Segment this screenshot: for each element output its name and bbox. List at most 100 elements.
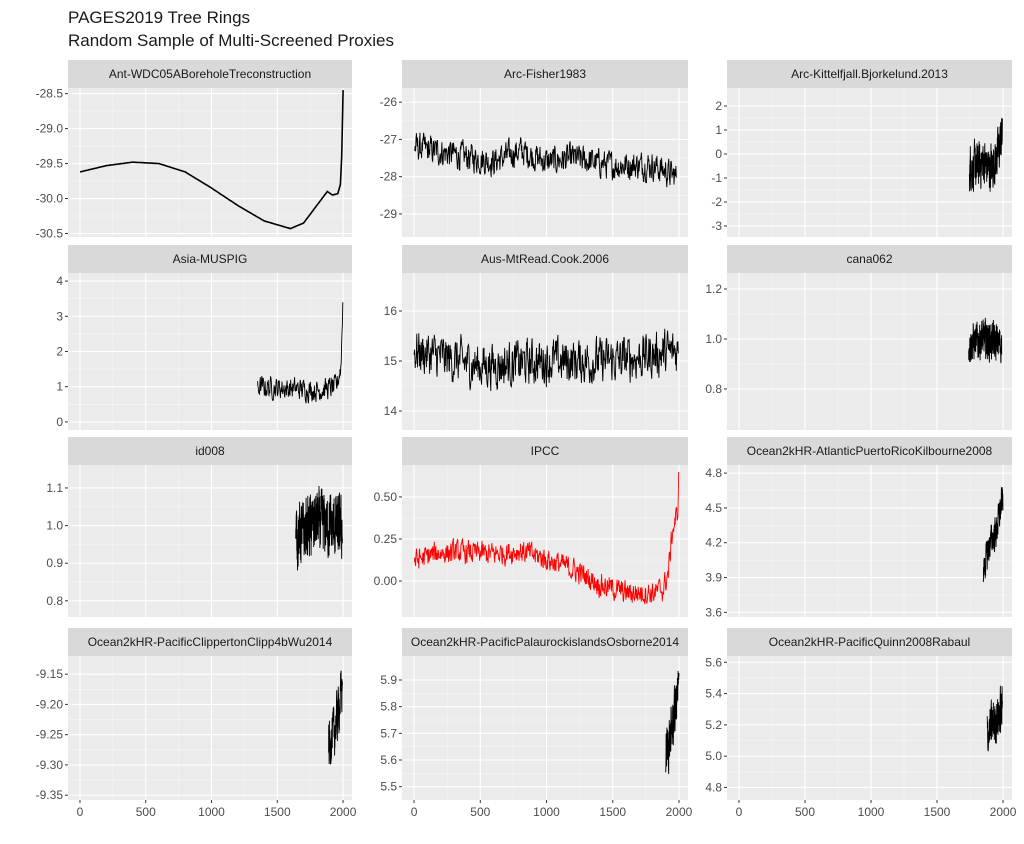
y-tick-label: 0.8 <box>705 382 722 396</box>
y-tick-label: 5.5 <box>380 780 397 794</box>
y-tick-label: -1 <box>711 171 722 185</box>
y-tick-label: 1.0 <box>46 519 63 533</box>
facet-strip <box>68 437 352 465</box>
series-line <box>982 486 1004 583</box>
series-line <box>295 485 343 571</box>
y-tick-label: 2 <box>715 99 722 113</box>
facet-panel: Arc-Fisher1983 -26 -27 -28 -29 <box>380 60 688 237</box>
y-tick-label: -29 <box>380 207 398 221</box>
y-tick-label: 1 <box>715 123 722 137</box>
y-tick-label: 5.8 <box>380 700 397 714</box>
y-tick-label: 5.2 <box>705 718 722 732</box>
x-tick-label: 1000 <box>533 805 560 819</box>
facet-strip <box>727 60 1012 88</box>
facet-strip <box>402 628 688 656</box>
y-tick-label: 3.9 <box>705 571 722 585</box>
facet-strip <box>402 437 688 465</box>
y-tick-label: -29.0 <box>36 122 64 136</box>
x-tick-label: 0 <box>411 805 418 819</box>
y-tick-label: -3 <box>711 219 722 233</box>
series-line <box>328 670 343 765</box>
y-tick-label: -28 <box>380 170 398 184</box>
y-tick-label: 4.2 <box>705 536 722 550</box>
x-tick-label: 1000 <box>858 805 885 819</box>
y-tick-label: 14 <box>384 404 398 418</box>
y-tick-label: -30.0 <box>36 192 64 206</box>
facet-strip-label: Asia-MUSPIG <box>173 252 248 266</box>
facet-strip-label: Ocean2kHR-PacificQuinn2008Rabaul <box>769 635 970 649</box>
facet-strip <box>68 60 352 88</box>
y-tick-label: -9.35 <box>36 788 64 802</box>
facet-panel: Arc-Kittelfjall.Bjorkelund.2013 2 1 0 -1 -2 -3 <box>711 60 1012 237</box>
y-tick-label: 15 <box>384 354 398 368</box>
x-tick-label: 2000 <box>666 805 693 819</box>
series-line <box>257 302 344 404</box>
y-tick-label: -30.5 <box>36 227 64 241</box>
y-tick-label: 16 <box>384 304 398 318</box>
x-tick-label: 500 <box>795 805 815 819</box>
y-tick-label: -9.30 <box>36 758 64 772</box>
facet-strip-label: Ant-WDC05ABoreholeTreconstruction <box>109 67 311 81</box>
y-tick-label: 1.0 <box>705 332 722 346</box>
facet-strip <box>402 245 688 273</box>
y-tick-label: -27 <box>380 132 398 146</box>
y-tick-label: 4.8 <box>705 466 722 480</box>
y-tick-label: -28.5 <box>36 87 64 101</box>
series-line <box>968 118 1003 192</box>
y-tick-label: 0 <box>715 147 722 161</box>
y-tick-label: 3 <box>56 309 63 323</box>
series-line <box>665 670 680 775</box>
facet-panel: cana062 1.2 1.0 0.8 <box>705 245 1012 430</box>
y-tick-label: 1.2 <box>705 282 722 296</box>
facet-strip-label: Ocean2kHR-PacificClippertonClipp4bWu2014 <box>88 635 333 649</box>
chart-subtitle: Random Sample of Multi-Screened Proxies <box>68 31 394 50</box>
y-tick-label: 5.7 <box>380 726 397 740</box>
facet-strip-label: cana062 <box>846 252 892 266</box>
y-tick-label: 1 <box>56 380 63 394</box>
panel-background <box>68 656 352 800</box>
y-tick-label: -29.5 <box>36 157 64 171</box>
x-tick-label: 1500 <box>924 805 951 819</box>
y-tick-label: 5.9 <box>380 673 397 687</box>
series-line <box>413 328 679 392</box>
panel-background <box>402 656 688 800</box>
y-tick-label: -9.15 <box>36 667 64 681</box>
x-tick-label: 0 <box>736 805 743 819</box>
x-tick-label: 0 <box>77 805 84 819</box>
facet-panel: Asia-MUSPIG 4 3 2 1 0 <box>56 245 352 430</box>
series-line <box>413 471 680 605</box>
panel-background <box>68 88 352 237</box>
y-tick-label: -2 <box>711 195 722 209</box>
y-tick-label: 5.6 <box>380 753 397 767</box>
facet-panel: Ocean2kHR-AtlanticPuertoRicoKilbourne200… <box>705 437 1012 619</box>
series-line <box>968 317 1003 364</box>
facet-panel: id008 1.1 1.0 0.9 0.8 <box>46 437 352 617</box>
facet-panel: Ant-WDC05ABoreholeTreconstruction -28.5 -2… <box>36 60 352 241</box>
panel-background <box>727 465 1012 617</box>
chart-title: PAGES2019 Tree Rings <box>68 8 250 27</box>
y-tick-label: 2 <box>56 345 63 359</box>
series-line <box>413 132 677 188</box>
series-line <box>79 90 344 230</box>
x-tick-label: 1500 <box>599 805 626 819</box>
facet-panel: Ocean2kHR-PacificClippertonClipp4bWu2014… <box>36 628 357 819</box>
y-tick-label: -9.20 <box>36 697 64 711</box>
facet-strip <box>402 60 688 88</box>
facet-strip-label: Aus-MtRead.Cook.2006 <box>481 252 609 266</box>
y-tick-label: 0 <box>56 415 63 429</box>
facet-strip <box>727 437 1012 465</box>
x-tick-label: 1000 <box>198 805 225 819</box>
facet-panel: IPCC 0.50 0.25 0.00 <box>374 437 688 617</box>
y-tick-label: 0.9 <box>46 556 63 570</box>
y-tick-label: 0.50 <box>374 490 398 504</box>
facet-strip <box>727 245 1012 273</box>
x-tick-label: 500 <box>136 805 156 819</box>
x-tick-label: 1500 <box>264 805 291 819</box>
y-tick-label: -26 <box>380 95 398 109</box>
x-tick-label: 500 <box>470 805 490 819</box>
facet-panel: Ocean2kHR-PacificQuinn2008Rabaul 5.6 5.4 5.… <box>705 628 1017 819</box>
y-tick-label: 5.0 <box>705 749 722 763</box>
panel-background <box>727 273 1012 430</box>
facets: Ant-WDC05ABoreholeTreconstruction -28.5 -2… <box>36 60 1017 819</box>
facet-strip-label: id008 <box>195 444 225 458</box>
